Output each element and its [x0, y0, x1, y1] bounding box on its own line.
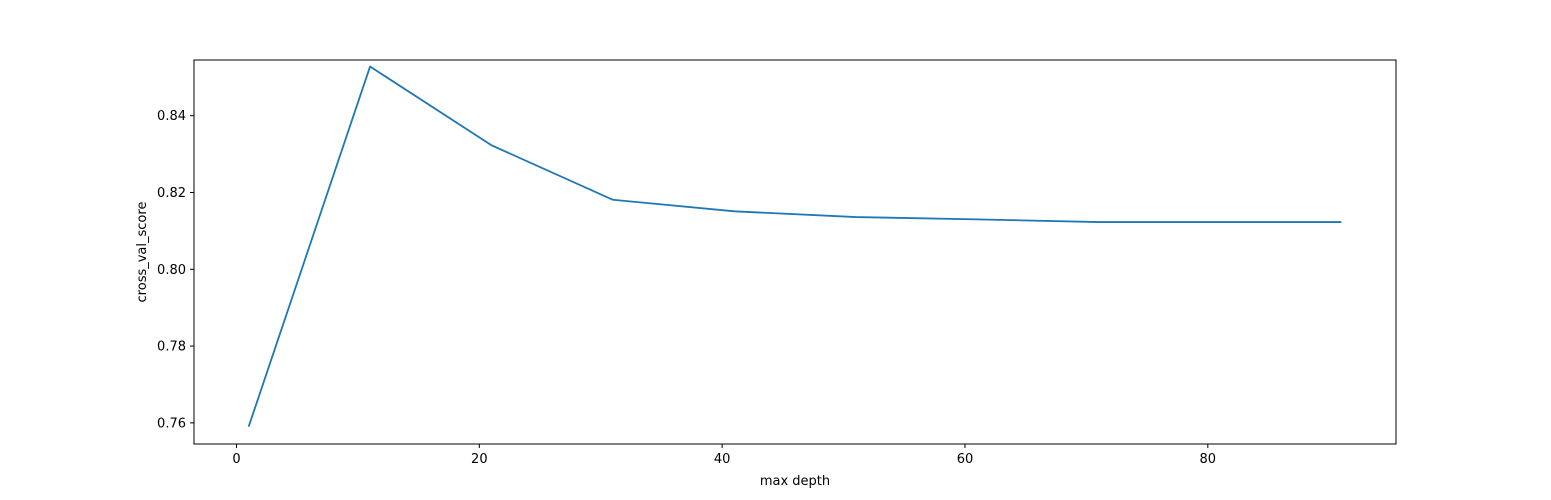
- y-tick-label: 0.82: [157, 186, 186, 201]
- plot-area: [194, 60, 1396, 444]
- x-tick-label: 60: [957, 452, 974, 467]
- plot-frame: [193, 59, 1397, 445]
- y-axis-label: cross_val_score: [135, 202, 150, 303]
- y-tick-label: 0.78: [157, 340, 186, 355]
- series-layer: [247, 65, 1342, 428]
- x-axis-label: max depth: [760, 474, 830, 489]
- x-tick-label: 40: [714, 452, 731, 467]
- tick-layer: 0 20 40 60 80 0.76 0.78 0.80 0.82 0.84: [157, 109, 1216, 467]
- y-tick-label: 0.80: [157, 263, 186, 278]
- y-tick-label: 0.84: [157, 109, 186, 124]
- series-line: [247, 65, 1342, 428]
- x-tick-label: 80: [1200, 452, 1217, 467]
- x-tick-label: 20: [471, 452, 488, 467]
- y-tick-label: 0.76: [157, 416, 186, 431]
- x-tick-label: 0: [232, 452, 240, 467]
